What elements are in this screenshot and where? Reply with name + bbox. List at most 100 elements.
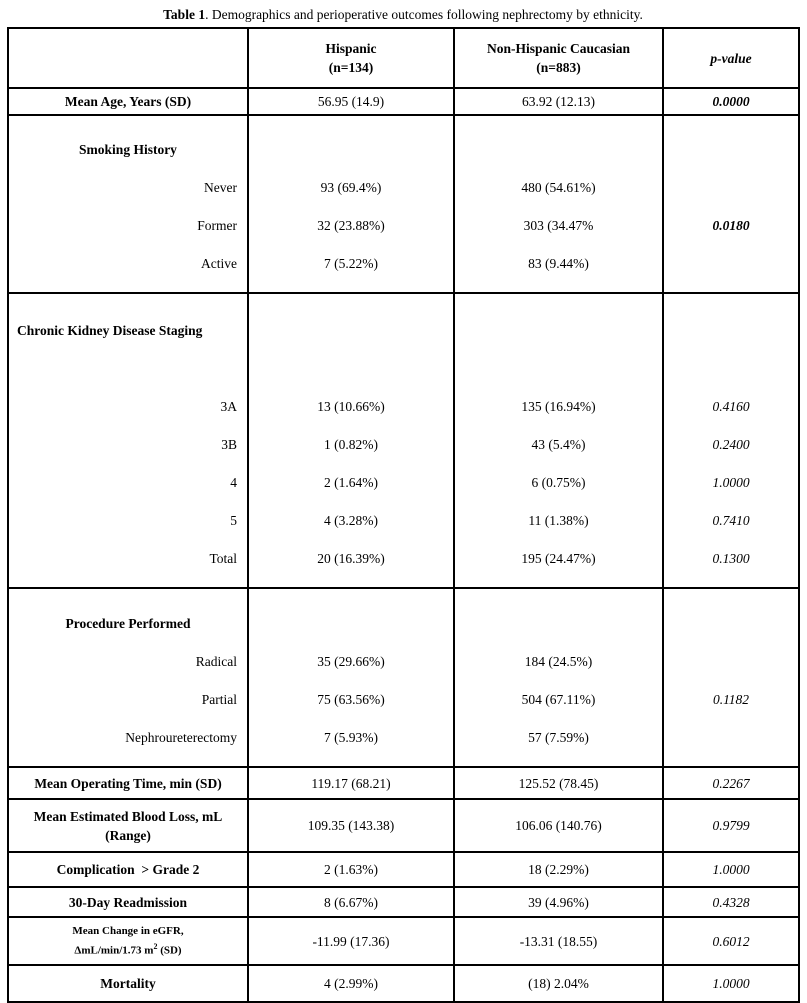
p-value: 0.4328 bbox=[662, 886, 800, 918]
values-hispanic: 35 (29.66%) 75 (63.56%) 7 (5.93%) bbox=[247, 587, 455, 768]
row-readmission: 30-Day Readmission 8 (6.67%) 39 (4.96%) … bbox=[7, 886, 800, 918]
sub-label: Never bbox=[204, 180, 237, 195]
values-caucasian: 184 (24.5%) 504 (67.11%) 57 (7.59%) bbox=[453, 587, 664, 768]
row-egfr-change: Mean Change in eGFR, ΔmL/min/1.73 m2 (SD)… bbox=[7, 916, 800, 966]
p-value: 1.0000 bbox=[712, 475, 750, 490]
row-label: Mean Change in eGFR, ΔmL/min/1.73 m2 (SD) bbox=[7, 916, 249, 966]
values-hispanic: 93 (69.4%) 32 (23.88%) 7 (5.22%) bbox=[247, 114, 455, 294]
value-caucasian: 43 (5.4%) bbox=[531, 437, 586, 452]
row-label: 30-Day Readmission bbox=[7, 886, 249, 918]
value-hispanic: 7 (5.93%) bbox=[324, 730, 378, 745]
value-caucasian: 195 (24.47%) bbox=[521, 551, 596, 566]
value-caucasian: 63.92 (12.13) bbox=[453, 87, 664, 116]
value-hispanic: 4 (3.28%) bbox=[324, 513, 378, 528]
value-caucasian: 135 (16.94%) bbox=[521, 399, 596, 414]
demographics-table: Hispanic (n=134) Non-Hispanic Caucasian … bbox=[7, 27, 800, 1003]
value-caucasian: 83 (9.44%) bbox=[528, 256, 589, 271]
value-hispanic: 4 (2.99%) bbox=[247, 964, 455, 1003]
section-title: Procedure Performed bbox=[65, 616, 191, 631]
value-hispanic: 93 (69.4%) bbox=[320, 180, 382, 195]
value-hispanic: 75 (63.56%) bbox=[317, 692, 385, 707]
row-label: Mean Estimated Blood Loss, mL (Range) bbox=[7, 798, 249, 853]
egfr-label-line2: ΔmL/min/1.73 m2 (SD) bbox=[74, 941, 182, 957]
section-label-cell: Procedure Performed Radical Partial Neph… bbox=[7, 587, 249, 768]
value-hispanic: 7 (5.22%) bbox=[324, 256, 378, 271]
row-label: Mortality bbox=[7, 964, 249, 1003]
value-hispanic: 20 (16.39%) bbox=[317, 551, 385, 566]
value-caucasian: 57 (7.59%) bbox=[528, 730, 589, 745]
sub-label: 3A bbox=[220, 399, 238, 414]
row-blood-loss: Mean Estimated Blood Loss, mL (Range) 10… bbox=[7, 798, 800, 853]
value-hispanic: 32 (23.88%) bbox=[317, 218, 385, 233]
value-caucasian: 11 (1.38%) bbox=[528, 513, 589, 528]
value-hispanic: 109.35 (143.38) bbox=[247, 798, 455, 853]
values-hispanic: 13 (10.66%) 1 (0.82%) 2 (1.64%) 4 (3.28%… bbox=[247, 292, 455, 589]
sub-label: 5 bbox=[230, 513, 237, 528]
table-caption: Table 1. Demographics and perioperative … bbox=[7, 6, 799, 23]
section-title: Smoking History bbox=[79, 142, 177, 157]
section-procedure-performed: Procedure Performed Radical Partial Neph… bbox=[7, 587, 800, 768]
value-caucasian: 106.06 (140.76) bbox=[453, 798, 664, 853]
p-value: 0.6012 bbox=[662, 916, 800, 966]
value-caucasian: 39 (4.96%) bbox=[453, 886, 664, 918]
column-header-caucasian: Non-Hispanic Caucasian (n=883) bbox=[453, 27, 664, 89]
p-value: 1.0000 bbox=[662, 851, 800, 888]
sub-label: Former bbox=[197, 218, 237, 233]
row-mortality: Mortality 4 (2.99%) (18) 2.04% 1.0000 bbox=[7, 964, 800, 1003]
values-caucasian: 135 (16.94%) 43 (5.4%) 6 (0.75%) 11 (1.3… bbox=[453, 292, 664, 589]
p-value: 0.0000 bbox=[662, 87, 800, 116]
p-value-cell: 0.4160 0.2400 1.0000 0.7410 0.1300 bbox=[662, 292, 800, 589]
sub-label: Nephroureterectomy bbox=[125, 730, 237, 745]
p-value: 0.7410 bbox=[712, 513, 750, 528]
value-hispanic: 8 (6.67%) bbox=[247, 886, 455, 918]
row-label: Complication > Grade 2 bbox=[7, 851, 249, 888]
row-mean-age: Mean Age, Years (SD) 56.95 (14.9) 63.92 … bbox=[7, 87, 800, 116]
row-label: Mean Age, Years (SD) bbox=[7, 87, 249, 116]
value-hispanic: 1 (0.82%) bbox=[324, 437, 378, 452]
value-caucasian: 18 (2.29%) bbox=[453, 851, 664, 888]
section-smoking-history: Smoking History Never Former Active 93 (… bbox=[7, 114, 800, 294]
row-label: Mean Operating Time, min (SD) bbox=[7, 766, 249, 800]
value-hispanic: 56.95 (14.9) bbox=[247, 87, 455, 116]
section-title: Chronic Kidney Disease Staging bbox=[17, 323, 203, 338]
p-value: 0.1182 bbox=[712, 692, 750, 707]
section-ckd-staging: Chronic Kidney Disease Staging 3A 3B 4 5… bbox=[7, 292, 800, 589]
p-value-cell: 0.1182 bbox=[662, 587, 800, 768]
value-caucasian: 504 (67.11%) bbox=[521, 692, 596, 707]
sub-label: Radical bbox=[195, 654, 237, 669]
value-hispanic: 2 (1.64%) bbox=[324, 475, 378, 490]
value-caucasian: 480 (54.61%) bbox=[521, 180, 596, 195]
value-hispanic: 119.17 (68.21) bbox=[247, 766, 455, 800]
p-value: 0.0180 bbox=[712, 218, 750, 233]
header-row: Hispanic (n=134) Non-Hispanic Caucasian … bbox=[7, 27, 800, 89]
table-caption-text: . Demographics and perioperative outcome… bbox=[205, 7, 643, 22]
row-complication: Complication > Grade 2 2 (1.63%) 18 (2.2… bbox=[7, 851, 800, 888]
p-value: 0.1300 bbox=[712, 551, 750, 566]
p-value: 0.2400 bbox=[712, 437, 750, 452]
section-label-cell: Smoking History Never Former Active bbox=[7, 114, 249, 294]
sub-label: Total bbox=[209, 551, 237, 566]
section-label-cell: Chronic Kidney Disease Staging 3A 3B 4 5… bbox=[7, 292, 249, 589]
p-value: 1.0000 bbox=[662, 964, 800, 1003]
value-caucasian: 125.52 (78.45) bbox=[453, 766, 664, 800]
value-hispanic: 35 (29.66%) bbox=[317, 654, 385, 669]
sub-label: 3B bbox=[221, 437, 237, 452]
egfr-label-line1: Mean Change in eGFR, bbox=[72, 924, 184, 937]
value-hispanic: 13 (10.66%) bbox=[317, 399, 385, 414]
value-hispanic: 2 (1.63%) bbox=[247, 851, 455, 888]
column-header-hispanic: Hispanic (n=134) bbox=[247, 27, 455, 89]
value-caucasian: 184 (24.5%) bbox=[524, 654, 593, 669]
value-caucasian: (18) 2.04% bbox=[453, 964, 664, 1003]
sub-label: Active bbox=[201, 256, 237, 271]
column-header-pvalue: p-value bbox=[662, 27, 800, 89]
p-value: 0.2267 bbox=[662, 766, 800, 800]
p-value-cell: 0.0180 bbox=[662, 114, 800, 294]
values-caucasian: 480 (54.61%) 303 (34.47% 83 (9.44%) bbox=[453, 114, 664, 294]
value-hispanic: -11.99 (17.36) bbox=[247, 916, 455, 966]
p-value: 0.4160 bbox=[712, 399, 750, 414]
sub-label: Partial bbox=[201, 692, 237, 707]
value-caucasian: 303 (34.47% bbox=[523, 218, 594, 233]
table-caption-number: Table 1 bbox=[163, 7, 206, 22]
sub-label: 4 bbox=[230, 475, 237, 490]
